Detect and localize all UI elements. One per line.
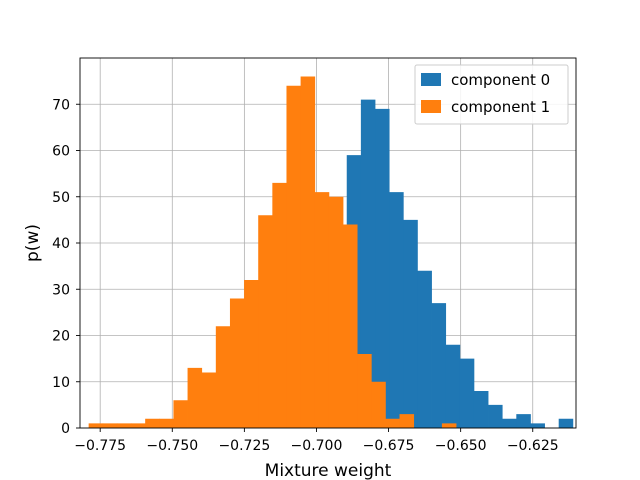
bar-series-1-bin-9 (215, 326, 231, 428)
x-tick-label-6: −0.625 (507, 438, 559, 454)
bar-series-1-bin-25 (441, 423, 457, 428)
bar-series-1-bin-5 (159, 418, 174, 428)
x-tick-label-3: −0.700 (291, 438, 343, 454)
bar-series-1-bin-6 (173, 400, 188, 428)
bar-series-1-bin-2 (116, 423, 132, 428)
bar-series-1-bin-19 (357, 354, 372, 428)
bar-series-1-bin-8 (201, 372, 217, 428)
bar-series-0-bin-3 (389, 192, 404, 428)
bars (88, 76, 574, 428)
bar-series-0-bin-8 (459, 358, 475, 428)
bar-series-1-bin-3 (131, 423, 146, 428)
y-tick-label-1: 10 (52, 375, 70, 391)
bar-series-1-bin-14 (286, 85, 302, 428)
bar-series-1-bin-15 (300, 76, 316, 428)
legend: component 0 component 1 (414, 64, 569, 125)
legend-label-component-0: component 0 (451, 71, 550, 89)
bar-series-1-bin-13 (272, 182, 287, 428)
bar-series-0-bin-2 (375, 108, 390, 428)
bar-series-0-bin-9 (473, 391, 489, 428)
bar-series-1-bin-1 (102, 423, 118, 428)
bar-series-0-bin-12 (516, 414, 531, 428)
x-tick-label-2: −0.725 (218, 438, 270, 454)
y-tick-label-0: 0 (61, 421, 70, 437)
axis-ticks: −0.775 −0.750 −0.725 −0.700 −0.675 −0.650 −0.6… (52, 97, 558, 454)
y-axis-label: p(w) (23, 224, 43, 262)
bar-series-0-bin-13 (530, 423, 545, 428)
x-tick-label-4: −0.675 (363, 438, 415, 454)
legend-swatch-component-1 (421, 100, 441, 113)
y-tick-label-5: 50 (52, 190, 70, 206)
bar-series-1-bin-21 (385, 418, 400, 428)
y-tick-label-7: 70 (52, 97, 70, 113)
bar-series-0-bin-1 (360, 99, 376, 428)
bar-series-0-bin-6 (431, 303, 447, 428)
x-tick-label-1: −0.750 (146, 438, 198, 454)
bar-series-0-bin-11 (502, 418, 517, 428)
bar-series-1-bin-16 (314, 192, 330, 428)
x-tick-label-5: −0.650 (435, 438, 487, 454)
bar-series-1-bin-22 (399, 414, 415, 428)
legend-label-component-1: component 1 (451, 98, 550, 116)
bar-series-0-bin-4 (403, 219, 418, 428)
y-tick-label-4: 40 (52, 236, 70, 252)
y-tick-label-6: 60 (52, 144, 70, 160)
x-tick-label-0: −0.775 (74, 438, 126, 454)
bar-series-1-bin-20 (371, 381, 386, 428)
bar-series-1-bin-0 (88, 423, 104, 428)
legend-swatch-component-0 (421, 73, 441, 86)
bar-series-1-bin-10 (229, 298, 245, 428)
y-tick-label-2: 20 (52, 329, 70, 345)
bar-series-1-bin-12 (258, 215, 273, 428)
bar-series-1-bin-11 (244, 280, 259, 428)
bar-series-1-bin-7 (187, 367, 203, 428)
bar-series-0-bin-15 (558, 418, 574, 428)
bar-series-1-bin-17 (328, 196, 344, 428)
y-tick-label-3: 30 (52, 282, 70, 298)
bar-series-1-bin-4 (145, 418, 160, 428)
x-axis-label: Mixture weight (265, 461, 392, 480)
bar-series-0-bin-5 (417, 270, 432, 428)
bar-series-1-bin-18 (342, 224, 358, 428)
bar-series-0-bin-7 (445, 344, 461, 428)
bar-series-0-bin-10 (488, 404, 503, 428)
legend-box (414, 64, 569, 125)
